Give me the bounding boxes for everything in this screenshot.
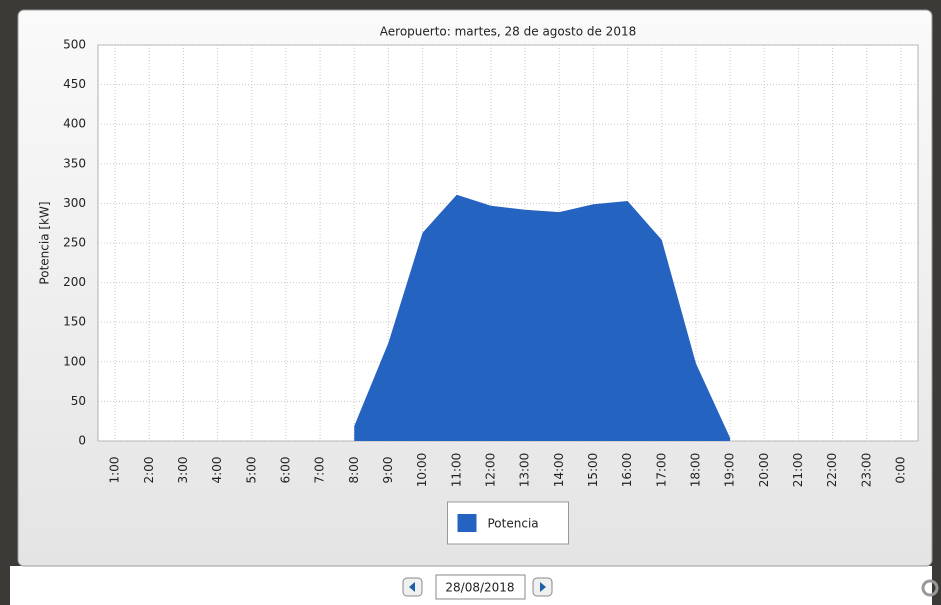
x-tick-label: 11:00: [449, 453, 463, 488]
y-tick-label: 50: [71, 394, 86, 408]
x-tick-label: 4:00: [210, 457, 224, 484]
y-tick-label: 100: [63, 354, 86, 368]
x-tick-label: 15:00: [586, 453, 600, 488]
y-tick-label: 200: [63, 275, 86, 289]
screen: Aeropuerto: martes, 28 de agosto de 2018…: [0, 0, 941, 605]
x-tick-label: 0:00: [893, 457, 907, 484]
y-tick-label: 150: [63, 315, 86, 329]
x-tick-label: 20:00: [757, 453, 771, 488]
x-tick-label: 2:00: [142, 457, 156, 484]
y-tick-label: 400: [63, 117, 86, 131]
legend-label: Potencia: [488, 517, 539, 531]
y-axis-label: Potencia [kW]: [38, 201, 52, 284]
y-tick-label: 0: [78, 434, 86, 448]
x-tick-label: 3:00: [176, 457, 190, 484]
x-tick-label: 6:00: [278, 457, 292, 484]
y-tick-label: 250: [63, 236, 86, 250]
x-tick-label: 18:00: [688, 453, 702, 488]
y-tick-label: 450: [63, 77, 86, 91]
y-tick-label: 300: [63, 196, 86, 210]
x-tick-label: 22:00: [825, 453, 839, 488]
x-tick-label: 21:00: [791, 453, 805, 488]
legend-swatch: [458, 514, 477, 532]
x-tick-label: 12:00: [483, 453, 497, 488]
x-tick-label: 9:00: [381, 457, 395, 484]
chart-title: Aeropuerto: martes, 28 de agosto de 2018: [380, 25, 636, 39]
x-tick-label: 19:00: [723, 453, 737, 488]
y-tick-label: 350: [63, 156, 86, 170]
x-tick-label: 17:00: [654, 453, 668, 488]
x-tick-label: 16:00: [620, 453, 634, 488]
legend: Potencia: [448, 502, 569, 544]
x-tick-label: 1:00: [108, 457, 122, 484]
x-tick-label: 14:00: [552, 453, 566, 488]
x-tick-label: 7:00: [313, 457, 327, 484]
x-tick-label: 10:00: [415, 453, 429, 488]
page: Aeropuerto: martes, 28 de agosto de 2018…: [0, 0, 941, 605]
date-text: 28/08/2018: [445, 581, 514, 595]
x-tick-label: 23:00: [859, 453, 873, 488]
x-tick-label: 13:00: [518, 453, 532, 488]
x-tick-label: 8:00: [347, 457, 361, 484]
y-tick-label: 500: [63, 38, 86, 52]
x-tick-label: 5:00: [244, 457, 258, 484]
